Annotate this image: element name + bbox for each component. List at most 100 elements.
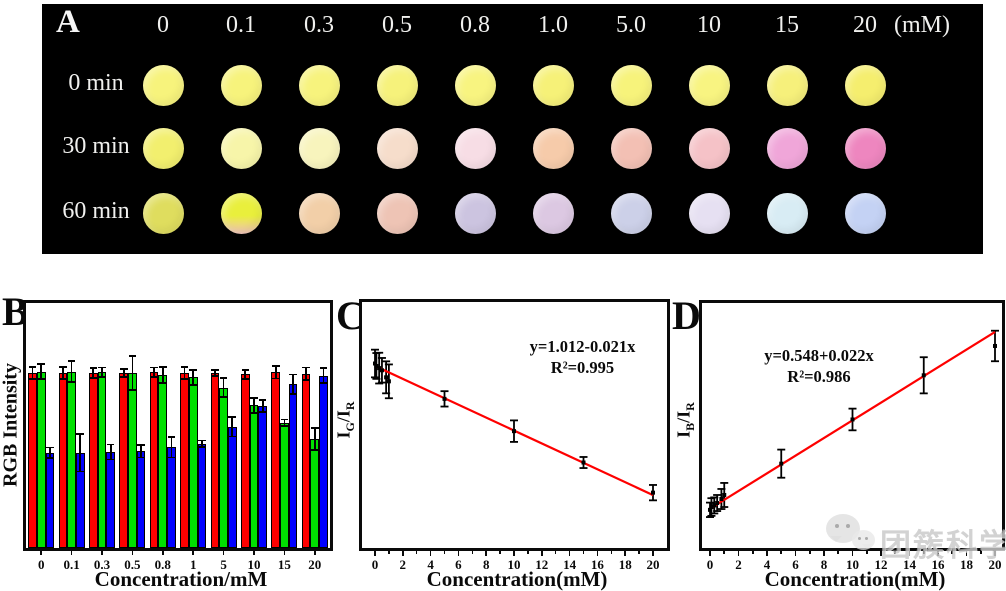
assay-dot bbox=[766, 192, 808, 234]
x-tick-label: 0 bbox=[706, 557, 714, 572]
error-bar-cap bbox=[137, 456, 145, 459]
x-minor-tick bbox=[499, 551, 501, 554]
x-minor-tick bbox=[582, 551, 585, 554]
error-bar bbox=[31, 366, 34, 380]
data-point bbox=[374, 363, 379, 368]
x-tick-label: 4 bbox=[763, 557, 771, 572]
bar-green bbox=[158, 375, 168, 548]
error-bar-cap bbox=[59, 366, 67, 368]
x-tick-label: 16 bbox=[931, 557, 945, 572]
time-row-label: 0 min bbox=[68, 70, 124, 96]
assay-dot bbox=[532, 127, 574, 169]
assay-dot bbox=[298, 192, 340, 234]
bar-blue bbox=[319, 375, 328, 548]
error-bar bbox=[222, 377, 225, 399]
assay-dot bbox=[220, 127, 262, 169]
error-bar bbox=[109, 443, 112, 461]
error-bar bbox=[292, 373, 294, 395]
bar-blue bbox=[258, 405, 267, 548]
bar-green bbox=[249, 405, 259, 548]
error-bar bbox=[200, 439, 203, 448]
d-plot-area bbox=[702, 303, 1002, 548]
error-bar-cap bbox=[271, 377, 280, 380]
bar-blue bbox=[45, 452, 55, 548]
x-minor-tick bbox=[922, 551, 925, 554]
error-bar-cap bbox=[228, 416, 237, 419]
x-tick bbox=[541, 551, 543, 556]
bar-blue bbox=[136, 451, 146, 548]
error-bar bbox=[140, 444, 142, 459]
data-point bbox=[708, 507, 712, 512]
c-fit-annotation: y=1.012-0.021x R²=0.995 bbox=[505, 336, 660, 378]
error-bar bbox=[214, 368, 216, 378]
data-point bbox=[442, 396, 447, 401]
x-tick bbox=[513, 551, 515, 556]
x-tick bbox=[429, 551, 432, 556]
error-bar-cap bbox=[67, 381, 76, 383]
bar-red bbox=[210, 373, 220, 548]
x-tick bbox=[737, 551, 740, 556]
x-tick bbox=[40, 551, 42, 555]
x-minor-tick bbox=[388, 551, 390, 554]
concentration-label: 0.5 bbox=[382, 12, 412, 38]
bar-blue bbox=[106, 452, 115, 548]
panel-d-letter: D bbox=[672, 293, 701, 338]
assay-dot bbox=[298, 64, 340, 106]
d-plot-frame bbox=[699, 300, 1005, 551]
b-bars-area bbox=[26, 303, 330, 548]
bar-green bbox=[310, 438, 320, 548]
data-point bbox=[715, 501, 720, 506]
error-bar-cap bbox=[28, 378, 37, 380]
time-row-label: 60 min bbox=[62, 198, 130, 224]
x-tick bbox=[101, 551, 103, 555]
error-bar-cap bbox=[250, 411, 258, 414]
data-point bbox=[850, 417, 855, 422]
x-tick-label: 14 bbox=[903, 557, 916, 572]
x-tick bbox=[283, 551, 286, 555]
error-bar bbox=[122, 368, 125, 378]
x-minor-tick bbox=[837, 551, 840, 554]
error-bar bbox=[313, 426, 316, 451]
bar-red bbox=[149, 372, 159, 548]
unit-label: (mM) bbox=[894, 12, 950, 38]
error-bar-cap bbox=[159, 366, 167, 368]
error-bar-cap bbox=[106, 458, 115, 461]
wechat-icon-eye bbox=[846, 524, 850, 528]
x-tick-label: 14 bbox=[563, 557, 577, 572]
assay-dot bbox=[298, 127, 340, 169]
x-tick-label: 15 bbox=[277, 557, 291, 572]
assay-dot bbox=[454, 127, 496, 169]
data-point bbox=[512, 429, 516, 434]
d-fit-annotation: y=0.548+0.022x R²=0.986 bbox=[744, 345, 894, 387]
concentration-label: 5.0 bbox=[616, 12, 646, 38]
scatter-plot-d bbox=[706, 329, 999, 518]
bar-red bbox=[271, 372, 281, 548]
data-point bbox=[373, 361, 377, 366]
error-bar-cap bbox=[198, 439, 206, 442]
panel-a-letter: A bbox=[56, 4, 80, 40]
b-x-axis-ticks: 0 0.1 0.3 0.5 0.8 1 5 10 15 20 bbox=[26, 551, 330, 581]
c-x-axis-label: Concentration(mM) bbox=[426, 567, 608, 591]
x-tick-label: 10 bbox=[507, 557, 521, 572]
error-bar-cap bbox=[137, 444, 145, 447]
d-x-axis-label: Concentration(mM) bbox=[764, 567, 946, 591]
bar-red bbox=[180, 373, 189, 548]
x-tick bbox=[568, 551, 571, 556]
error-bar bbox=[62, 366, 64, 380]
x-tick-label: 12 bbox=[874, 557, 888, 572]
error-bar-cap bbox=[280, 418, 289, 421]
x-tick bbox=[823, 551, 825, 556]
x-tick-label: 20 bbox=[308, 557, 322, 572]
assay-dot bbox=[610, 64, 652, 106]
error-bar bbox=[161, 366, 164, 385]
assay-dot bbox=[844, 192, 886, 234]
x-tick-label: 0.1 bbox=[63, 557, 80, 572]
error-bar-cap bbox=[258, 411, 267, 413]
x-tick bbox=[908, 551, 911, 556]
x-tick bbox=[880, 551, 882, 556]
assay-dot bbox=[844, 64, 886, 106]
error-bar-cap bbox=[37, 378, 45, 380]
bar-red bbox=[28, 373, 37, 548]
error-bar bbox=[231, 416, 234, 438]
